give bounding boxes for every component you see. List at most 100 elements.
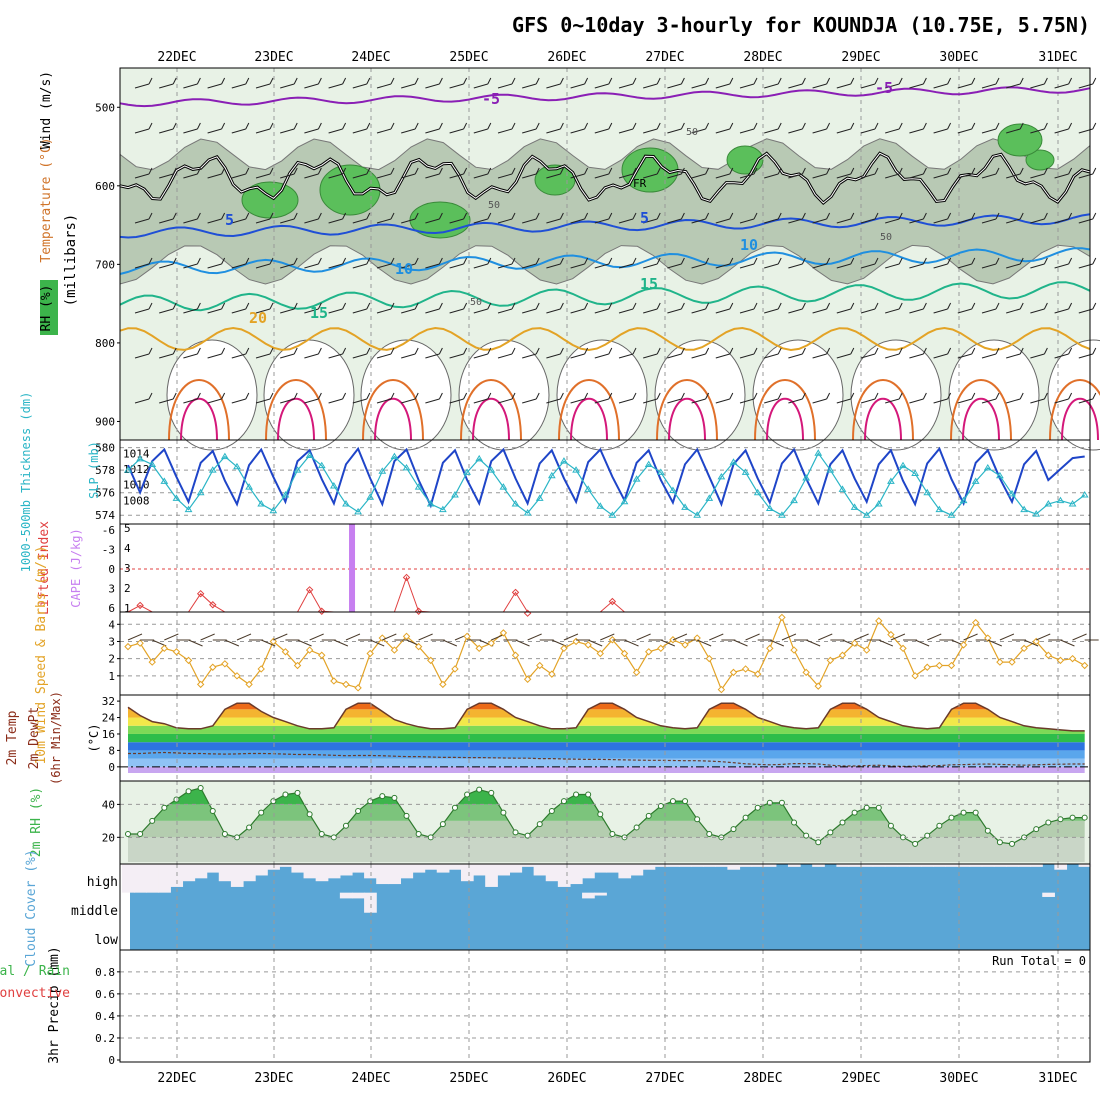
rh2m-point: [379, 793, 386, 800]
wind-barb-feather: [317, 257, 322, 265]
wind-barb-feather: [559, 167, 564, 175]
thickness-point: [1044, 500, 1053, 507]
wind-barb-feather: [801, 212, 806, 220]
wind-barb-feather: [971, 257, 976, 265]
cloud-fill: [130, 864, 1090, 950]
rh2m-point: [1057, 816, 1064, 823]
wind-speed-point: [1044, 651, 1053, 659]
wind-barb: [818, 633, 833, 641]
wind-barb: [788, 263, 803, 269]
wind-barb-feather: [559, 392, 564, 400]
thickness-point: [959, 496, 968, 504]
wind-barb: [255, 173, 271, 179]
wind-barb: [885, 218, 900, 224]
wind-barb: [836, 83, 851, 89]
wind-barb: [231, 308, 246, 314]
wind-barb: [449, 128, 464, 134]
rh2m-point: [694, 816, 701, 823]
li-tick-label: 6: [108, 602, 115, 615]
rh2m-point: [1081, 814, 1088, 821]
wind-barb: [1030, 173, 1045, 179]
wind-barb: [909, 398, 924, 404]
wind-barb-feather: [293, 122, 298, 130]
wind-barb: [715, 218, 730, 224]
wind-barb: [207, 173, 222, 179]
wind-barb: [933, 128, 948, 134]
cape-tick-label: 1: [124, 602, 131, 615]
slp-tick-label: 1008: [123, 494, 150, 507]
wind-barb: [715, 308, 730, 314]
wind-barb-feather: [390, 392, 395, 400]
wind-barb: [304, 83, 319, 89]
wind-barb: [134, 263, 150, 269]
temp-band: [128, 733, 1085, 743]
thickness-point: [438, 505, 447, 513]
wind-barb: [860, 353, 876, 359]
wind-barb-feather: [995, 302, 1000, 310]
temp2m-axis-label: 2m Temp: [5, 710, 20, 765]
cloud-level-label: middle: [71, 904, 118, 919]
wind-speed-point: [887, 630, 895, 639]
rh2m-point: [645, 812, 652, 819]
wind-barb-feather: [293, 392, 298, 400]
rh2m-point: [851, 809, 858, 816]
wind-barb-feather: [777, 212, 782, 220]
wind-barb: [764, 173, 779, 179]
wind-barb-feather: [705, 212, 710, 220]
wind-barb-feather: [801, 392, 806, 400]
wind-barb-feather: [1019, 347, 1024, 355]
wind-barb: [805, 639, 821, 647]
high-cloud-gap: [1030, 864, 1043, 867]
wind-barb: [788, 83, 803, 89]
wind-barb: [522, 83, 537, 89]
wind-barb-feather: [632, 167, 637, 175]
wind-barb: [1030, 128, 1045, 134]
thickness-point: [850, 503, 859, 510]
wind-barb: [715, 128, 730, 134]
thickness-point: [148, 460, 157, 468]
wind-barb: [345, 633, 361, 641]
wind-barb-feather: [293, 302, 298, 310]
wind-barb: [231, 263, 246, 269]
wind-barb: [667, 83, 682, 89]
thickness-point: [935, 505, 944, 513]
wind-barb: [667, 173, 682, 179]
wind-barb-feather: [487, 167, 492, 175]
wind-barb: [691, 173, 706, 179]
wind-barb-feather: [293, 212, 298, 220]
wind-barb-feather: [317, 122, 322, 130]
high-cloud-gap: [582, 864, 595, 879]
wind-barb: [957, 263, 972, 269]
wind-barb-feather: [608, 347, 613, 355]
rh2m-point: [403, 812, 410, 819]
wind-barb-feather: [148, 212, 153, 220]
wind-barb-feather: [366, 302, 371, 310]
temp-band: [128, 750, 1085, 759]
thickness-point: [499, 483, 508, 490]
wind-barb-feather: [971, 122, 976, 130]
y-tick-label: 500: [95, 101, 115, 114]
wind-barb-feather: [535, 302, 540, 310]
high-cloud-gap: [1078, 864, 1092, 867]
wind-barb: [618, 263, 634, 269]
wind-barb-feather: [172, 257, 177, 265]
wind-speed-point: [414, 642, 423, 651]
wind-speed-point: [402, 632, 411, 641]
wind-barb: [660, 639, 676, 647]
high-cloud-gap: [787, 864, 801, 867]
wind-barb-feather: [1019, 302, 1024, 310]
wind-barb: [981, 308, 997, 314]
wind-barb-feather: [390, 167, 395, 175]
wind-barb: [425, 83, 440, 89]
wind-barb-feather: [656, 392, 661, 400]
wind-barb-feather: [971, 167, 976, 175]
wind-barb: [643, 83, 658, 89]
bottom-date-label: 26DEC: [547, 1071, 586, 1086]
wind-barb: [376, 128, 392, 134]
wind-barb-feather: [342, 302, 347, 310]
high-cloud-gap: [993, 864, 1007, 867]
wind-barb: [981, 353, 997, 359]
wind-barb-feather: [366, 77, 371, 85]
wind-barb-feather: [342, 167, 347, 175]
chart-title: GFS 0~10day 3-hourly for KOUNDJA (10.75E…: [512, 13, 1090, 37]
